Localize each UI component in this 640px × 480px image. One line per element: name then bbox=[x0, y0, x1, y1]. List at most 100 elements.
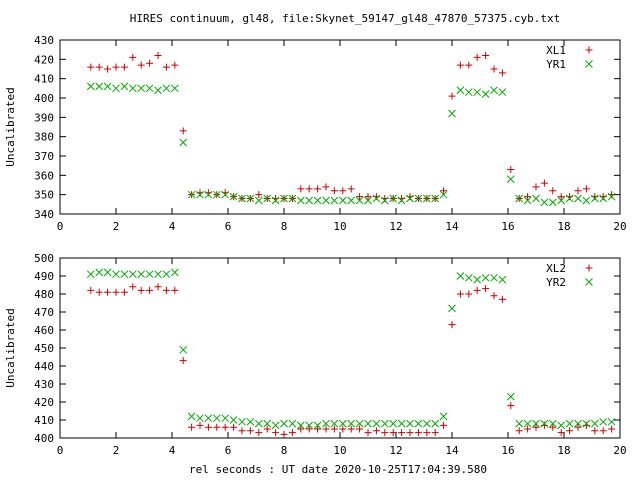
data-point bbox=[305, 425, 313, 433]
data-point bbox=[146, 286, 154, 294]
data-point bbox=[347, 196, 356, 205]
y-tick-label: 430 bbox=[34, 378, 54, 391]
data-point bbox=[104, 288, 112, 296]
data-point bbox=[414, 429, 422, 437]
data-point bbox=[548, 419, 557, 428]
x-tick-label: 14 bbox=[445, 444, 459, 457]
data-point bbox=[230, 423, 238, 431]
data-point bbox=[271, 421, 280, 430]
x-tick-label: 8 bbox=[281, 220, 288, 233]
data-point bbox=[590, 419, 599, 428]
data-point bbox=[162, 63, 170, 71]
data-point bbox=[296, 196, 305, 205]
y-tick-label: 340 bbox=[34, 208, 54, 221]
data-point bbox=[86, 82, 95, 91]
data-point bbox=[355, 196, 364, 205]
data-point bbox=[498, 88, 507, 97]
data-point bbox=[137, 84, 146, 93]
data-point bbox=[557, 429, 565, 437]
data-point bbox=[574, 419, 582, 428]
data-point bbox=[305, 196, 314, 205]
data-point bbox=[213, 423, 221, 431]
data-point bbox=[356, 193, 364, 201]
data-point bbox=[296, 421, 305, 430]
series-YR2 bbox=[86, 268, 616, 430]
data-point bbox=[599, 194, 608, 203]
data-point bbox=[129, 283, 137, 291]
data-point bbox=[406, 429, 414, 437]
data-point bbox=[355, 419, 364, 428]
data-point bbox=[330, 425, 338, 433]
data-point bbox=[524, 193, 532, 201]
data-point bbox=[414, 194, 423, 203]
data-point bbox=[498, 275, 507, 284]
data-point bbox=[196, 190, 204, 199]
data-point bbox=[338, 419, 347, 428]
x-tick-label: 8 bbox=[281, 444, 288, 457]
y-tick-label: 380 bbox=[34, 131, 54, 144]
data-point bbox=[532, 419, 540, 428]
data-point bbox=[347, 425, 355, 433]
legend-marker bbox=[585, 46, 593, 54]
data-point bbox=[490, 65, 498, 73]
data-point bbox=[456, 290, 464, 298]
data-point bbox=[557, 193, 565, 201]
data-point bbox=[128, 84, 137, 93]
data-point bbox=[322, 183, 330, 191]
data-point bbox=[448, 304, 456, 313]
data-point bbox=[221, 414, 230, 423]
data-point bbox=[238, 417, 246, 426]
data-point bbox=[263, 419, 272, 428]
data-point bbox=[582, 419, 591, 428]
y-tick-label: 410 bbox=[34, 414, 54, 427]
x-tick-label: 20 bbox=[613, 444, 626, 457]
data-point bbox=[272, 429, 280, 437]
y-tick-label: 370 bbox=[34, 150, 54, 163]
data-point bbox=[330, 187, 338, 195]
data-point bbox=[548, 198, 557, 207]
y-tick-label: 400 bbox=[34, 432, 54, 445]
data-point bbox=[196, 421, 204, 429]
data-point bbox=[145, 84, 154, 93]
data-point bbox=[540, 179, 548, 187]
data-point bbox=[431, 419, 440, 428]
data-point bbox=[423, 429, 431, 437]
data-point bbox=[86, 270, 95, 279]
data-point bbox=[162, 270, 171, 279]
data-point bbox=[347, 185, 355, 193]
x-tick-label: 4 bbox=[169, 444, 176, 457]
data-point bbox=[246, 427, 254, 435]
data-point bbox=[380, 196, 389, 205]
data-point bbox=[179, 345, 188, 354]
data-point bbox=[137, 270, 146, 279]
data-point bbox=[154, 86, 162, 95]
data-point bbox=[364, 193, 372, 201]
y-tick-label: 350 bbox=[34, 189, 54, 202]
data-point bbox=[255, 191, 263, 199]
data-point bbox=[507, 402, 515, 410]
data-point bbox=[204, 190, 213, 199]
data-point bbox=[221, 423, 229, 431]
x-axis-label: rel seconds : UT date 2020-10-25T17:04:3… bbox=[189, 463, 487, 476]
data-point bbox=[440, 187, 448, 195]
y-tick-label: 420 bbox=[34, 396, 54, 409]
data-point bbox=[532, 183, 540, 191]
data-point bbox=[473, 275, 482, 284]
y-axis-label: Uncalibrated bbox=[4, 87, 17, 166]
data-point bbox=[498, 295, 506, 303]
series-XL2 bbox=[87, 283, 616, 438]
data-point bbox=[356, 425, 364, 433]
data-point bbox=[246, 194, 255, 203]
data-point bbox=[137, 286, 145, 294]
data-point bbox=[397, 419, 406, 428]
data-point bbox=[297, 185, 305, 193]
data-point bbox=[179, 138, 188, 147]
data-point bbox=[565, 194, 574, 203]
y-tick-label: 490 bbox=[34, 270, 54, 283]
x-tick-label: 6 bbox=[225, 444, 232, 457]
data-point bbox=[137, 61, 145, 69]
data-point bbox=[490, 292, 498, 300]
data-point bbox=[204, 423, 212, 431]
data-point bbox=[380, 419, 389, 428]
data-point bbox=[271, 196, 280, 205]
